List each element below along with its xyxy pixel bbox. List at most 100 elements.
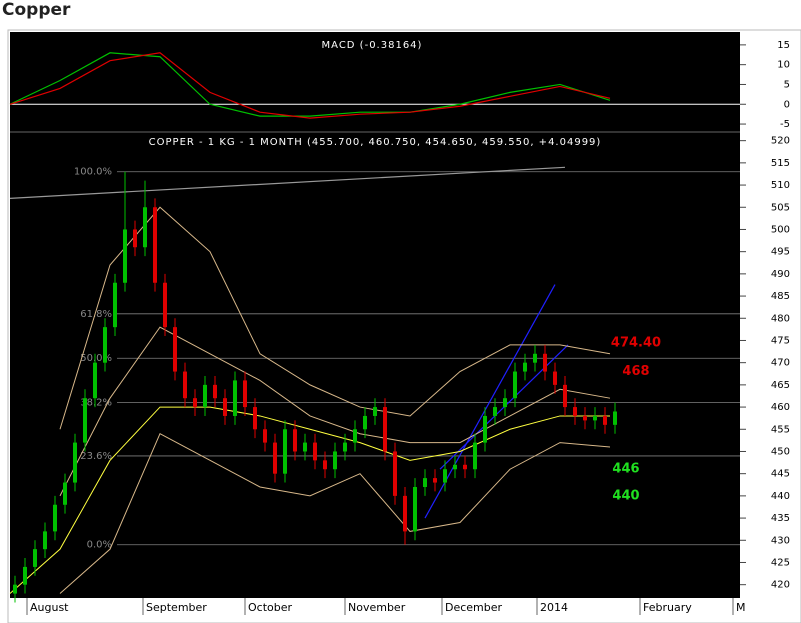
y-tick-label: 515 xyxy=(771,158,790,169)
candle-body xyxy=(223,398,227,416)
trend-line xyxy=(9,166,566,199)
candle-body xyxy=(323,460,327,470)
candle-body xyxy=(553,371,557,385)
candle-body xyxy=(573,407,577,416)
candle-body xyxy=(163,282,167,328)
candle-body xyxy=(533,353,537,363)
candle-body xyxy=(593,415,597,421)
y-tick-label: 480 xyxy=(771,313,790,324)
y-tick-label: 470 xyxy=(771,358,790,369)
x-tick-label: 2014 xyxy=(540,601,568,614)
candle-body xyxy=(153,207,157,283)
band-line xyxy=(59,206,611,430)
y-tick-label: 440 xyxy=(771,491,790,502)
candle-body xyxy=(83,398,87,443)
candle-body xyxy=(143,207,147,248)
candle-body xyxy=(493,407,497,416)
candle-body xyxy=(523,362,527,372)
x-tick-label: February xyxy=(643,601,692,614)
x-tick-label: M xyxy=(736,601,746,614)
candle-body xyxy=(23,566,27,585)
candle-body xyxy=(353,429,357,443)
price-title: COPPER - 1 KG - 1 MONTH (455.700, 460.75… xyxy=(149,137,602,148)
annotation: 474.40 xyxy=(611,336,661,351)
candle-body xyxy=(333,451,337,470)
page-title: Copper xyxy=(2,0,71,20)
candle-body xyxy=(43,531,47,550)
candle-body xyxy=(463,464,467,470)
candle-body xyxy=(603,415,607,425)
candle-body xyxy=(613,411,617,425)
candle-body xyxy=(193,398,197,408)
candle-body xyxy=(113,282,117,328)
band-line xyxy=(59,326,611,497)
candle-body xyxy=(263,429,267,443)
x-tick-label: August xyxy=(30,601,69,614)
y-tick-label: 495 xyxy=(771,247,790,258)
x-tick-label: November xyxy=(348,601,406,614)
candle-body xyxy=(363,415,367,430)
y-tick-label: 485 xyxy=(771,291,790,302)
candle-body xyxy=(473,442,477,470)
candle-body xyxy=(13,584,17,594)
candle-body xyxy=(423,478,427,487)
candle-body xyxy=(393,451,397,496)
x-tick-label: December xyxy=(445,601,503,614)
candle-body xyxy=(73,442,77,483)
x-tick-label: September xyxy=(146,601,207,614)
y-tick-label: -5 xyxy=(780,119,790,130)
candle-body xyxy=(453,464,457,470)
fib-label: 38.2% xyxy=(80,398,112,409)
fib-label: 50.0% xyxy=(80,353,112,364)
annotation: 446 xyxy=(612,462,639,477)
candle-body xyxy=(133,229,137,248)
candle-body xyxy=(103,327,107,363)
candle-body xyxy=(433,478,437,483)
y-tick-label: 15 xyxy=(777,40,790,51)
candle-body xyxy=(183,371,187,399)
y-tick-label: 420 xyxy=(771,580,790,591)
macd-line xyxy=(9,52,611,119)
candle-body xyxy=(583,415,587,421)
y-tick-label: 500 xyxy=(771,224,790,235)
candle-body xyxy=(213,384,217,399)
candle-body xyxy=(253,407,257,430)
annotation: 440 xyxy=(612,488,639,503)
y-tick-label: 435 xyxy=(771,513,790,524)
candle-body xyxy=(343,442,347,452)
y-tick-label: 510 xyxy=(771,180,790,191)
candle-body xyxy=(173,327,177,372)
y-tick-label: 505 xyxy=(771,202,790,213)
candle-body xyxy=(403,495,407,532)
y-tick-label: 425 xyxy=(771,557,790,568)
candle-body xyxy=(313,442,317,461)
fib-label: 100.0% xyxy=(74,167,112,178)
candle-body xyxy=(293,429,297,452)
fib-label: 0.0% xyxy=(87,540,112,551)
candle-body xyxy=(203,384,207,408)
y-tick-label: 465 xyxy=(771,380,790,391)
candle-body xyxy=(483,415,487,443)
candle-body xyxy=(503,398,507,408)
x-tick-label: October xyxy=(248,601,292,614)
band-line xyxy=(9,406,610,594)
fib-label: 61.8% xyxy=(80,309,112,320)
macd-title: MACD (-0.38164) xyxy=(322,40,423,51)
candle-body xyxy=(93,362,97,399)
fib-label: 23.6% xyxy=(80,451,112,462)
candle-body xyxy=(283,429,287,474)
annotation: 468 xyxy=(622,364,649,379)
candle-body xyxy=(413,486,417,532)
candle-body xyxy=(513,371,517,399)
candle-body xyxy=(243,380,247,408)
candle-body xyxy=(123,229,127,283)
candle-body xyxy=(63,482,67,505)
y-tick-label: 430 xyxy=(771,535,790,546)
candle-body xyxy=(233,380,237,416)
plot-area xyxy=(10,32,740,598)
y-tick-label: 455 xyxy=(771,424,790,435)
candle-body xyxy=(33,549,37,567)
y-tick-label: 475 xyxy=(771,335,790,346)
